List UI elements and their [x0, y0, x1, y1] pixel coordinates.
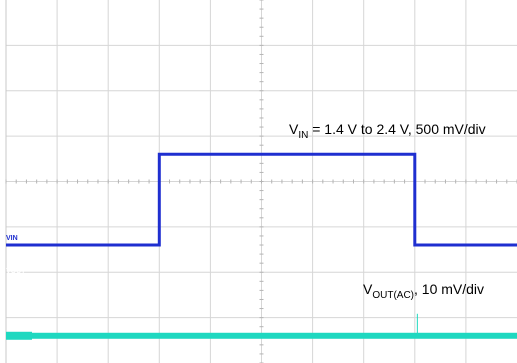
channel-marker-vout — [6, 331, 32, 340]
channel-label-vout: VOUT — [6, 268, 26, 275]
graticule — [5, 0, 517, 363]
channel-label-vin: VIN — [6, 235, 18, 242]
annotation-vout: VOUT(AC), 10 mV/div — [363, 281, 484, 301]
annotation-vin: VIN = 1.4 V to 2.4 V, 500 mV/div — [289, 121, 486, 141]
trace-vin — [6, 152, 517, 247]
waveform-traces — [6, 152, 517, 340]
trace-vout — [6, 332, 517, 339]
